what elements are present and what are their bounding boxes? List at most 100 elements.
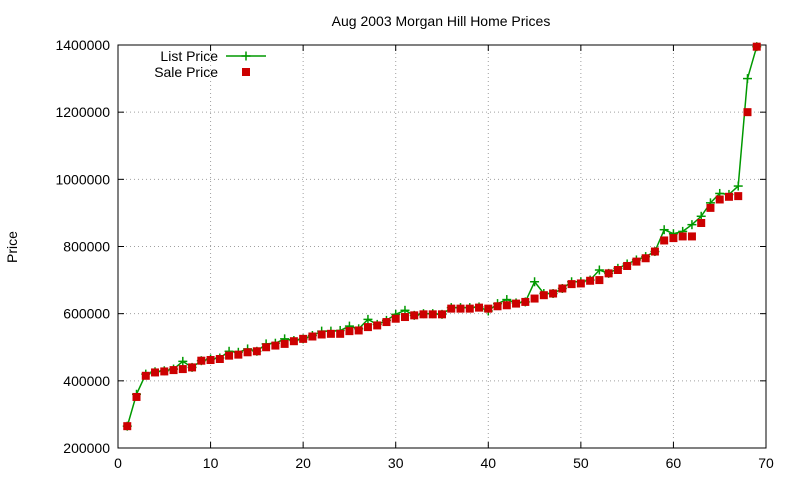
sale-price-point [326, 329, 335, 338]
sale-price-point [687, 232, 696, 241]
y-tick-label: 600000 [63, 306, 110, 322]
sale-price-point [456, 304, 465, 313]
y-tick-label: 400000 [63, 373, 110, 389]
sale-price-point [530, 294, 539, 303]
sale-price-point [678, 232, 687, 241]
sale-price-point [234, 350, 243, 359]
sale-price-point [558, 284, 567, 293]
sale-price-point [252, 347, 261, 356]
y-tick-label: 200000 [63, 440, 110, 456]
sale-price-point [465, 304, 474, 313]
sale-price-point [484, 304, 493, 313]
sale-price-point [271, 341, 280, 350]
list-price-point [530, 277, 540, 287]
sale-price-point [660, 236, 669, 245]
sale-price-point [428, 310, 437, 319]
sale-price-point [752, 42, 761, 51]
sale-price-point [734, 192, 743, 201]
legend-label-list-price: List Price [160, 48, 218, 64]
chart-title: Aug 2003 Morgan Hill Home Prices [332, 13, 551, 29]
sale-price-point [410, 311, 419, 320]
legend: List Price Sale Price [154, 48, 266, 80]
series-line-list-price [126, 46, 758, 427]
sale-price-point [419, 310, 428, 319]
sale-price-point [373, 321, 382, 330]
legend-label-sale-price: Sale Price [154, 64, 218, 80]
series-layer [122, 42, 762, 431]
x-tick-label: 20 [295, 455, 311, 471]
list-price-point [687, 220, 697, 230]
sale-price-point [289, 337, 298, 346]
sale-price-point [613, 266, 622, 275]
sale-price-point [641, 254, 650, 263]
sale-price-point [299, 334, 308, 343]
sale-price-point [280, 339, 289, 348]
x-tick-label: 10 [203, 455, 219, 471]
sale-price-point [512, 299, 521, 308]
legend-plus-marker [241, 51, 251, 61]
sale-price-point [225, 351, 234, 360]
sale-price-point [576, 279, 585, 288]
sale-price-point [354, 326, 363, 335]
x-tick-label: 40 [480, 455, 496, 471]
sale-price-point [586, 276, 595, 285]
sale-price-point [697, 218, 706, 227]
sale-price-point [567, 280, 576, 289]
y-tick-label: 1400000 [55, 37, 110, 53]
list-price-point [178, 356, 188, 366]
sale-price-point [132, 392, 141, 401]
y-tick-label: 800000 [63, 239, 110, 255]
x-tick-label: 0 [114, 455, 122, 471]
sale-price-point [317, 330, 326, 339]
sale-price-point [151, 368, 160, 377]
sale-price-point [363, 323, 372, 332]
list-price-point [742, 74, 752, 84]
sale-price-point [206, 356, 215, 365]
list-price-point [733, 181, 743, 191]
x-tick-label: 50 [573, 455, 589, 471]
sale-price-point [521, 297, 530, 306]
x-tick-label: 70 [758, 455, 774, 471]
list-price-point [594, 265, 604, 275]
sale-price-point [715, 195, 724, 204]
list-price-point [363, 314, 373, 324]
sale-price-point [345, 327, 354, 336]
grid [118, 45, 766, 448]
sale-price-point [141, 371, 150, 380]
sale-price-point [724, 192, 733, 201]
sale-price-point [262, 343, 271, 352]
list-price-point [659, 225, 669, 235]
sale-price-point [123, 422, 132, 431]
sale-price-point [623, 261, 632, 270]
sale-price-point [169, 366, 178, 375]
sale-price-point [549, 289, 558, 298]
sale-price-point [539, 291, 548, 300]
x-tick-label: 30 [388, 455, 404, 471]
sale-price-point [336, 329, 345, 338]
sale-price-point [632, 257, 641, 266]
sale-price-point [706, 203, 715, 212]
sale-price-point [400, 313, 409, 322]
sale-price-point [382, 318, 391, 327]
legend-marker-sale-price [242, 68, 250, 76]
sale-price-point [160, 367, 169, 376]
sale-price-point [475, 303, 484, 312]
y-tick-label: 1000000 [55, 171, 110, 187]
sale-price-point [502, 301, 511, 310]
y-tick-label: 1200000 [55, 104, 110, 120]
axis-ticks: 0 10 20 30 40 50 60 70 200000 400000 600000 800000 1… [55, 37, 774, 471]
sale-price-point [391, 314, 400, 323]
sale-price-point [438, 310, 446, 319]
sale-price-point [493, 302, 502, 311]
sale-price-point [188, 363, 197, 372]
sale-price-point [604, 269, 613, 278]
x-tick-label: 60 [666, 455, 682, 471]
sale-price-point [197, 356, 206, 365]
sale-price-point [243, 348, 252, 357]
sale-price-point [669, 234, 678, 243]
sale-price-point [595, 276, 604, 285]
sale-price-point [743, 108, 752, 117]
legend-marker-list-price [241, 51, 251, 61]
